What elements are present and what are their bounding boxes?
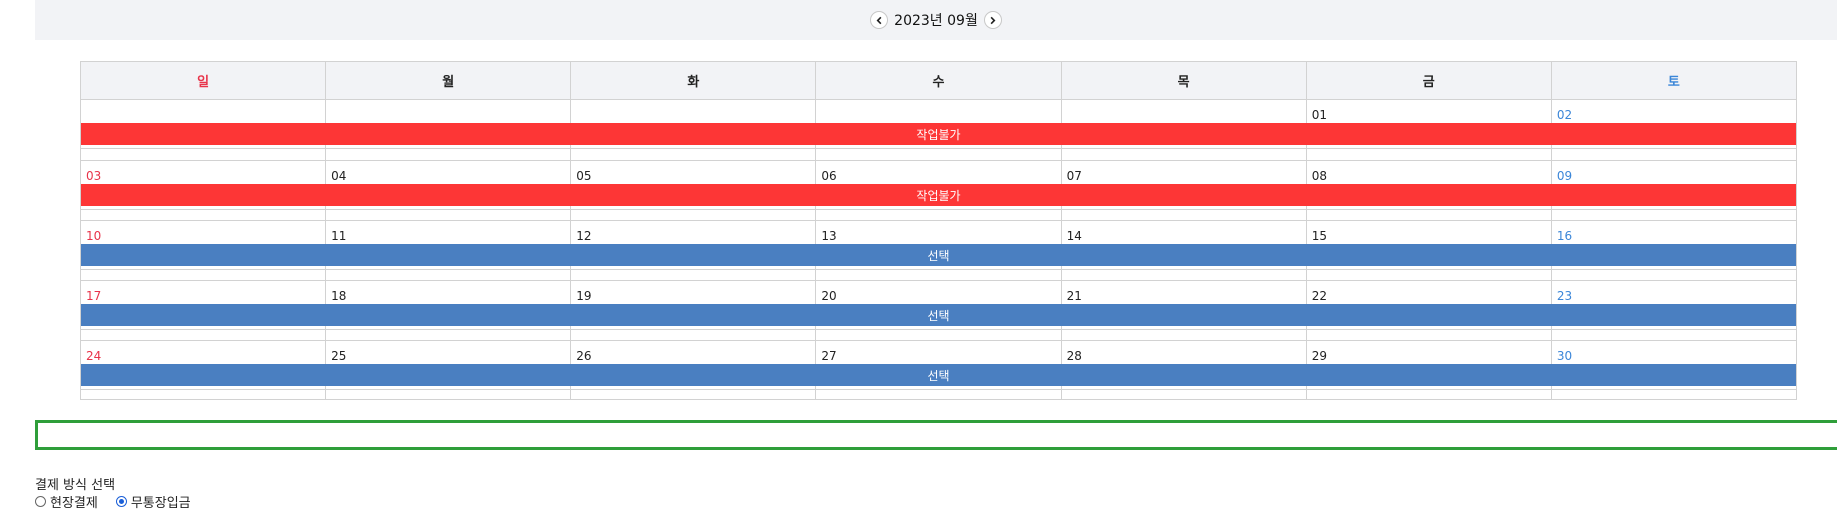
date-number: 26	[576, 349, 592, 363]
weekday-header: 일 월 화 수 목 금 토	[81, 62, 1796, 100]
date-number: 19	[576, 289, 592, 303]
select-bar[interactable]: 선택	[81, 304, 1796, 326]
select-bar[interactable]: 선택	[81, 364, 1796, 386]
unavailable-bar[interactable]: 작업불가	[81, 184, 1796, 206]
date-number: 27	[821, 349, 837, 363]
date-number: 16	[1556, 229, 1573, 243]
date-number: 29	[1311, 349, 1327, 363]
week-divider	[81, 389, 1796, 390]
date-number: 02	[1556, 108, 1573, 122]
week-divider	[81, 209, 1796, 210]
date-number: 09	[1556, 169, 1573, 183]
date-number: 11	[331, 229, 347, 243]
chevron-left-icon[interactable]	[870, 11, 889, 29]
date-number: 06	[821, 169, 837, 183]
payment-option-label: 무통장입금	[130, 496, 191, 511]
weekday-mon: 월	[325, 62, 570, 99]
date-number: 03	[86, 169, 102, 183]
unavailable-bar[interactable]: 작업불가	[81, 123, 1796, 145]
date-number: 13	[821, 229, 837, 243]
month-title: 2023년 09월	[894, 13, 978, 29]
payment-options: 현장결제 무통장입금	[35, 492, 209, 511]
weekday-fri: 금	[1305, 62, 1551, 99]
weekday-sat: 토	[1550, 62, 1796, 99]
date-number: 30	[1556, 349, 1573, 363]
calendar-grid: 일 월 화 수 목 금 토 01 02 작업불가 03 04 05 06 07 08 09 작업불가…	[80, 61, 1797, 400]
day-cell[interactable]: 10	[81, 221, 325, 280]
payment-method-title: 결제 방식 선택	[35, 478, 116, 493]
date-number: 20	[821, 289, 837, 303]
radio-onsite[interactable]	[35, 496, 46, 507]
week-divider	[81, 269, 1796, 270]
date-number: 22	[1311, 289, 1327, 303]
radio-bank-transfer[interactable]	[115, 496, 127, 507]
date-number: 05	[576, 169, 592, 183]
date-number: 08	[1311, 169, 1327, 183]
select-bar[interactable]: 선택	[81, 244, 1796, 266]
calendar-week: 17 18 19 20 21 22 23 선택	[81, 280, 1796, 340]
week-divider	[81, 148, 1796, 149]
date-number: 04	[331, 169, 347, 183]
date-number: 12	[576, 229, 592, 243]
payment-option-bank-transfer[interactable]: 무통장입금	[115, 492, 191, 511]
payment-option-onsite[interactable]: 현장결제	[35, 492, 98, 511]
date-number: 25	[331, 349, 347, 363]
weekday-thu: 목	[1060, 62, 1306, 99]
day-cell[interactable]: 24	[81, 341, 325, 400]
calendar-week: 03 04 05 06 07 08 09 작업불가	[81, 160, 1796, 220]
date-number: 14	[1066, 229, 1082, 243]
date-number: 28	[1066, 349, 1082, 363]
date-number: 21	[1066, 289, 1082, 303]
date-number: 17	[86, 289, 102, 303]
date-number: 15	[1311, 229, 1327, 243]
weekday-tue: 화	[570, 62, 815, 99]
date-number: 23	[1556, 289, 1573, 303]
month-navigation: 2023년 09월	[35, 0, 1837, 40]
weekday-sun: 일	[197, 75, 210, 90]
calendar-week: 10 11 12 13 14 15 16 선택	[81, 220, 1796, 280]
day-cell[interactable]: 03	[81, 161, 325, 220]
payment-option-label: 현장결제	[50, 496, 98, 511]
calendar-week: 24 25 26 27 28 29 30 선택	[81, 340, 1796, 400]
chevron-right-icon[interactable]	[983, 11, 1002, 29]
weekday-wed: 수	[815, 62, 1060, 99]
date-number: 24	[86, 349, 102, 363]
info-box	[35, 420, 1837, 450]
date-number: 01	[1311, 108, 1327, 122]
date-number: 07	[1066, 169, 1082, 183]
calendar-week: 01 02 작업불가	[81, 100, 1796, 160]
calendar-weeks: 01 02 작업불가 03 04 05 06 07 08 09 작업불가 10 11 12 13 14 15 16…	[81, 100, 1796, 400]
date-number: 18	[331, 289, 347, 303]
week-divider	[81, 329, 1796, 330]
date-number: 10	[86, 229, 102, 243]
day-cell[interactable]: 17	[81, 281, 325, 340]
